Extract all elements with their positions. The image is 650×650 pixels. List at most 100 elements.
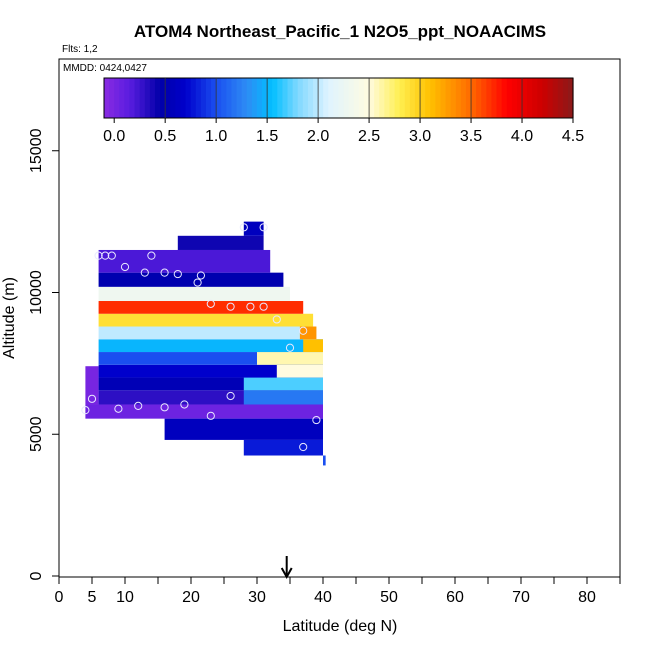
observation-marker — [81, 406, 90, 415]
chart-title: ATOM4 Northeast_Pacific_1 N2O5_ppt_NOAAC… — [134, 22, 546, 41]
colorbar-segment — [440, 78, 447, 118]
plot-frame — [58, 58, 621, 578]
colorbar-segment — [277, 78, 284, 118]
colorbar-segment — [211, 78, 217, 118]
colorbar-segment — [486, 78, 493, 118]
dates-annotation: MMDD: 0424,0427 — [63, 63, 147, 74]
heatmap-cell — [98, 301, 304, 314]
colorbar-segment — [552, 78, 559, 118]
colorbar-segment — [292, 78, 299, 118]
colorbar-segment — [307, 78, 314, 118]
colorbar-segment — [267, 78, 273, 118]
observation-marker — [160, 268, 169, 277]
y-axis: 0 5000 10000 15000 — [28, 128, 59, 580]
colorbar-segment — [109, 78, 115, 118]
colorbar-segment — [313, 78, 319, 118]
colorbar-segment — [231, 78, 238, 118]
colorbar-segment — [384, 78, 391, 118]
colorbar-segment — [450, 78, 457, 118]
colorbar-segment — [430, 78, 436, 118]
colorbar-segment — [435, 78, 442, 118]
heatmap-cell — [98, 326, 317, 340]
latitude-arrow — [280, 556, 293, 580]
heatmap-cell — [164, 418, 323, 440]
observation-marker — [180, 400, 189, 409]
x-tick-label: 50 — [380, 589, 398, 606]
heatmap-cell — [243, 377, 323, 391]
colorbar-tick-label: 3.5 — [460, 128, 482, 145]
colorbar-segment — [328, 78, 335, 118]
colorbar-segment — [363, 78, 370, 118]
colorbar-segment — [476, 78, 482, 118]
heatmap-cell — [85, 404, 324, 419]
colorbar-segment — [190, 78, 197, 118]
heatmap-cell — [243, 439, 323, 456]
colorbar-segment — [282, 78, 289, 118]
colorbar-segment — [399, 78, 406, 118]
colorbar-tick-label: 0.0 — [103, 128, 125, 145]
y-axis-label: Altitude (m) — [1, 277, 18, 359]
heatmap-cell — [299, 326, 317, 340]
colorbar-segment — [374, 78, 380, 118]
colorbar-segment — [394, 78, 401, 118]
colorbar-segment — [460, 78, 467, 118]
observation-marker — [226, 391, 235, 401]
colorbar-segment — [160, 78, 166, 118]
observation-marker — [259, 223, 268, 232]
colorbar-segment — [185, 78, 192, 118]
colorbar-segment — [251, 78, 258, 118]
colorbar-segment — [297, 78, 304, 118]
colorbar-segment — [180, 78, 187, 118]
colorbar-segment — [404, 78, 411, 118]
y-tick-label: 15000 — [28, 128, 45, 173]
observation-marker — [94, 251, 103, 260]
observation-markers — [81, 223, 321, 452]
colorbar-segment — [465, 78, 472, 118]
colorbar-segment — [353, 78, 360, 118]
colorbar-segment — [165, 78, 171, 118]
heatmap-cell — [98, 286, 290, 302]
colorbar-segment — [491, 78, 498, 118]
colorbar-segment — [104, 78, 110, 118]
colorbar-ticks: 0.0 0.5 1.0 1.5 2.0 2.5 3.0 3.5 4.0 4.5 — [103, 118, 584, 145]
colorbar-segment — [516, 78, 523, 118]
observation-marker — [120, 262, 130, 272]
observation-marker — [147, 251, 156, 260]
heatmap-cell — [98, 272, 284, 287]
colorbar-segment — [537, 78, 544, 118]
colorbar-segment — [195, 78, 202, 118]
heatmap-cell — [98, 339, 323, 353]
heatmap-cell — [177, 235, 264, 250]
colorbar-segment — [348, 78, 355, 118]
colorbar-segment — [420, 78, 426, 118]
y-tick-label: 5000 — [28, 416, 45, 452]
colorbar-segment — [318, 78, 324, 118]
colorbar-segment — [379, 78, 385, 118]
colorbar — [103, 77, 574, 119]
colorbar-segment — [236, 78, 243, 118]
colorbar-segment — [154, 78, 161, 118]
observation-marker — [160, 403, 169, 412]
observation-marker — [196, 271, 205, 280]
observation-marker — [272, 315, 281, 324]
heatmap-cell — [85, 366, 99, 405]
observation-marker — [285, 343, 295, 352]
colorbar-tick-label: 0.5 — [154, 128, 176, 145]
colorbar-segment — [414, 78, 421, 118]
observation-marker — [239, 223, 248, 232]
observation-marker — [246, 302, 255, 311]
colorbar-segment — [114, 78, 120, 118]
observation-marker — [173, 269, 182, 279]
colorbar-segment — [343, 78, 350, 118]
colorbar-segment — [358, 78, 365, 118]
colorbar-segment — [333, 78, 340, 118]
x-axis: 0 5 10 20 30 40 50 60 70 80 — [55, 577, 621, 606]
colorbar-segment — [246, 78, 253, 118]
observation-marker — [193, 278, 202, 287]
observation-marker — [134, 401, 143, 410]
colorbar-segment — [149, 78, 156, 118]
colorbar-segment — [445, 78, 452, 118]
heatmap-cell — [276, 364, 323, 378]
colorbar-segment — [542, 78, 549, 118]
colorbar-segment — [369, 78, 375, 118]
